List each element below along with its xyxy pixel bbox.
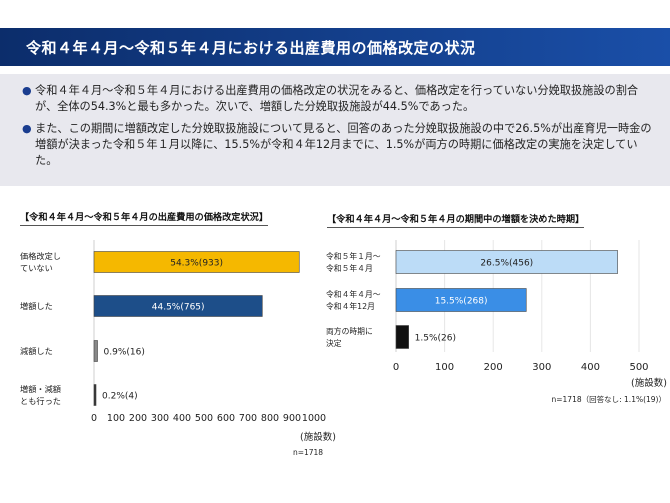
page-header: 令和４年４月～令和５年４月における出産費用の価格改定の状況 [0, 28, 670, 66]
chart1-x-tick-label: 700 [239, 413, 257, 424]
chart2-data-label: 1.5%(26) [415, 334, 456, 344]
chart2-note: n=1718（回答なし: 1.1%(19)） [552, 394, 667, 404]
chart1-x-tick-label: 100 [107, 413, 125, 424]
chart2-category-label: 令和５年１月～ [326, 251, 381, 261]
chart1-data-label: 0.9%(16) [104, 348, 145, 358]
chart2-category-label: 令和４年12月 [326, 301, 375, 311]
chart1-x-axis-label: (施設数) [300, 431, 336, 443]
chart2-data-label: 15.5%(268) [435, 297, 488, 307]
chart1-note: n=1718 [293, 448, 323, 457]
chart1-data-label: 54.3%(933) [170, 259, 223, 269]
chart1-category-label: 減額した [20, 346, 53, 356]
chart1-x-tick-label: 800 [261, 413, 279, 424]
chart1-bar [93, 340, 98, 362]
chart1-x-tick-label: 900 [283, 413, 301, 424]
chart1-bar [93, 384, 97, 406]
chart2-x-axis-label: (施設数) [631, 377, 667, 389]
chart1-x-tick-label: 300 [151, 413, 169, 424]
chart2-category-label: 令和４年４月～ [326, 289, 381, 299]
chart1-data-label: 0.2%(4) [102, 392, 138, 402]
chart2-data-label: 26.5%(456) [480, 259, 533, 269]
summary-bullet-1: ● 令和４年４月～令和５年４月における出産費用の価格改定の状況をみると、価格改定… [22, 83, 658, 117]
summary-bullet-2: ● また、この期間に増額改定した分娩取扱施設について見ると、回答のあった分娩取扱… [22, 121, 658, 171]
chart1-category-label: 増額した [20, 301, 53, 311]
chart2-category-label: 決定 [326, 338, 342, 348]
chart1-x-tick-label: 1000 [302, 413, 326, 424]
summary-text-2: また、この期間に増額改定した分娩取扱施設について見ると、回答のあった分娩取扱施設… [35, 122, 652, 167]
chart1-x-tick-label: 0 [91, 413, 97, 424]
chart1-x-tick-label: 400 [173, 413, 191, 424]
chart1-x-tick-label: 200 [129, 413, 147, 424]
chart2-title: 【令和４年４月～令和５年４月の期間中の増額を決めた時期】 [327, 211, 585, 228]
chart1-x-tick-label: 500 [195, 413, 213, 424]
chart1-category-label: とも行った [20, 396, 61, 406]
chart1-category-label: 増額・減額 [20, 384, 61, 394]
chart1-data-label: 44.5%(765) [152, 303, 205, 313]
chart2-x-tick-label: 0 [393, 362, 399, 373]
chart2-category-label: 両方の時期に [326, 326, 373, 336]
chart1-category-label: 価格改定し [20, 251, 61, 261]
bullet-icon: ● [22, 122, 32, 135]
chart2-bar [395, 250, 618, 274]
chart2-x-tick-label: 300 [532, 362, 551, 373]
summary-box: ● 令和４年４月～令和５年４月における出産費用の価格改定の状況をみると、価格改定… [0, 74, 670, 186]
summary-text-1: 令和４年４月～令和５年４月における出産費用の価格改定の状況をみると、価格改定を行… [35, 84, 639, 113]
chart2-category-label: 令和５年４月 [326, 263, 373, 273]
chart1-category-label: ていない [20, 263, 53, 273]
chart2-bar [395, 325, 409, 349]
chart2-x-tick-label: 500 [629, 362, 648, 373]
chart1-x-tick-label: 600 [217, 413, 235, 424]
page-title: 令和４年４月～令和５年４月における出産費用の価格改定の状況 [26, 39, 476, 57]
chart1-bar [93, 295, 263, 317]
chart2-x-tick-label: 200 [484, 362, 503, 373]
chart2-bar [395, 288, 527, 312]
chart2-x-tick-label: 100 [435, 362, 454, 373]
chart1-bar [93, 251, 300, 273]
bullet-icon: ● [22, 84, 32, 97]
chart2-x-tick-label: 400 [581, 362, 600, 373]
chart1-title: 【令和４年４月～令和５年４月の出産費用の価格改定状況】 [20, 209, 269, 226]
